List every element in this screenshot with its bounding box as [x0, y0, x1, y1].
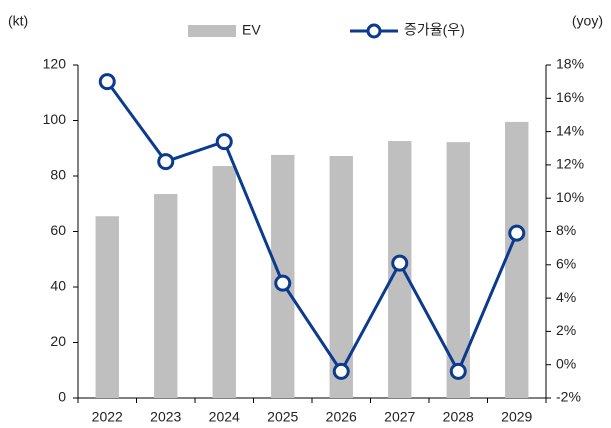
y-tick-label: 0: [58, 389, 66, 405]
line-point: [449, 362, 467, 380]
legend-label: EV: [242, 22, 261, 38]
bar: [446, 142, 470, 398]
y2-tick-label: 8%: [556, 222, 576, 238]
y2-tick-label: 12%: [556, 156, 584, 172]
y-tick-label: 20: [50, 333, 66, 349]
line: [106, 80, 519, 375]
x-tick-label: 2029: [501, 409, 532, 425]
legend-swatch: [188, 25, 236, 37]
x-tick-label: 2026: [326, 409, 357, 425]
line-point: [215, 133, 233, 151]
line-point: [157, 153, 175, 171]
bar: [212, 166, 236, 398]
bar: [95, 216, 119, 398]
y-tick-label: 100: [43, 111, 67, 127]
x-tick-label: 2025: [267, 409, 298, 425]
y-tick-label: 120: [43, 56, 67, 72]
y-tick-label: 60: [50, 222, 66, 238]
legend-label: 증가율(우): [404, 22, 465, 38]
bar: [329, 156, 353, 398]
y-axis-label: (kt): [8, 13, 28, 29]
y-tick-label: 40: [50, 278, 66, 294]
x-tick-label: 2027: [384, 409, 415, 425]
y2-tick-label: 2%: [556, 322, 576, 338]
y-tick-label: 80: [50, 167, 66, 183]
line-point: [274, 274, 292, 292]
line-point: [508, 224, 526, 242]
line-point: [391, 254, 409, 272]
x-tick-label: 2024: [209, 409, 240, 425]
y2-tick-label: 16%: [556, 89, 584, 105]
legend-marker: [366, 23, 382, 39]
line-point: [98, 73, 116, 91]
x-tick-label: 2028: [443, 409, 474, 425]
x-tick-label: 2023: [150, 409, 181, 425]
y2-tick-label: 6%: [556, 256, 576, 272]
x-tick-label: 2022: [92, 409, 123, 425]
y2-tick-label: 14%: [556, 122, 584, 138]
y2-tick-label: 4%: [556, 289, 576, 305]
bar: [154, 194, 178, 398]
y2-tick-label: 10%: [556, 189, 584, 205]
y2-tick-label: 0%: [556, 355, 576, 371]
y2-axis-label: (yoy): [572, 13, 603, 29]
y2-tick-label: -2%: [556, 389, 581, 405]
line-point: [332, 362, 350, 380]
y2-tick-label: 18%: [556, 56, 584, 72]
bar: [505, 121, 529, 398]
